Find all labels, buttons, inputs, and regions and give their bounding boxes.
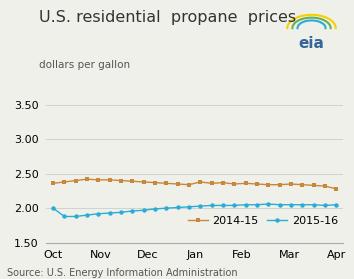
2015-16 [300, 203, 304, 206]
2015-16 [266, 202, 270, 206]
2015-16 [153, 207, 157, 211]
2014-15 [142, 180, 146, 184]
2014-15 [176, 182, 180, 186]
2014-15 [153, 181, 157, 184]
2015-16 [334, 203, 338, 206]
2014-15 [187, 183, 191, 186]
2014-15 [62, 180, 67, 184]
2015-16 [142, 209, 146, 212]
2015-16 [187, 205, 191, 208]
2015-16 [176, 206, 180, 209]
2014-15 [300, 183, 304, 186]
Text: Source: U.S. Energy Information Administration: Source: U.S. Energy Information Administ… [7, 268, 238, 278]
2015-16 [96, 212, 101, 215]
2014-15 [334, 187, 338, 191]
2015-16 [130, 209, 135, 213]
2014-15 [85, 177, 89, 181]
2015-16 [51, 206, 55, 210]
2014-15 [289, 182, 293, 186]
2015-16 [85, 213, 89, 217]
2015-16 [198, 205, 202, 208]
2014-15 [51, 182, 55, 185]
2014-15 [119, 179, 123, 182]
2014-15 [108, 178, 112, 182]
2014-15 [96, 178, 101, 182]
2015-16 [312, 203, 316, 206]
2015-16 [74, 215, 78, 218]
2014-15 [266, 183, 270, 186]
2014-15 [323, 184, 327, 188]
2014-15 [210, 182, 214, 185]
2015-16 [62, 215, 67, 218]
2014-15 [198, 180, 202, 184]
2014-15 [312, 184, 316, 187]
2014-15 [232, 182, 236, 186]
2015-16 [278, 203, 282, 206]
Text: U.S. residential  propane  prices: U.S. residential propane prices [39, 10, 296, 25]
2015-16 [323, 204, 327, 207]
2015-16 [108, 211, 112, 215]
2014-15 [74, 179, 78, 182]
Line: 2014-15: 2014-15 [51, 177, 338, 191]
2015-16 [221, 204, 225, 207]
2014-15 [255, 182, 259, 186]
Legend: 2014-15, 2015-16: 2014-15, 2015-16 [188, 216, 338, 225]
Line: 2015-16: 2015-16 [51, 202, 338, 219]
Text: eia: eia [298, 36, 325, 51]
2015-16 [255, 203, 259, 206]
2015-16 [244, 203, 248, 206]
2015-16 [232, 204, 236, 207]
2015-16 [119, 211, 123, 214]
2014-15 [164, 182, 169, 185]
2014-15 [130, 180, 135, 183]
2015-16 [289, 203, 293, 206]
2015-16 [164, 206, 169, 210]
2014-15 [244, 182, 248, 185]
2015-16 [210, 204, 214, 207]
2014-15 [278, 183, 282, 186]
Text: dollars per gallon: dollars per gallon [39, 60, 130, 70]
2014-15 [221, 181, 225, 184]
